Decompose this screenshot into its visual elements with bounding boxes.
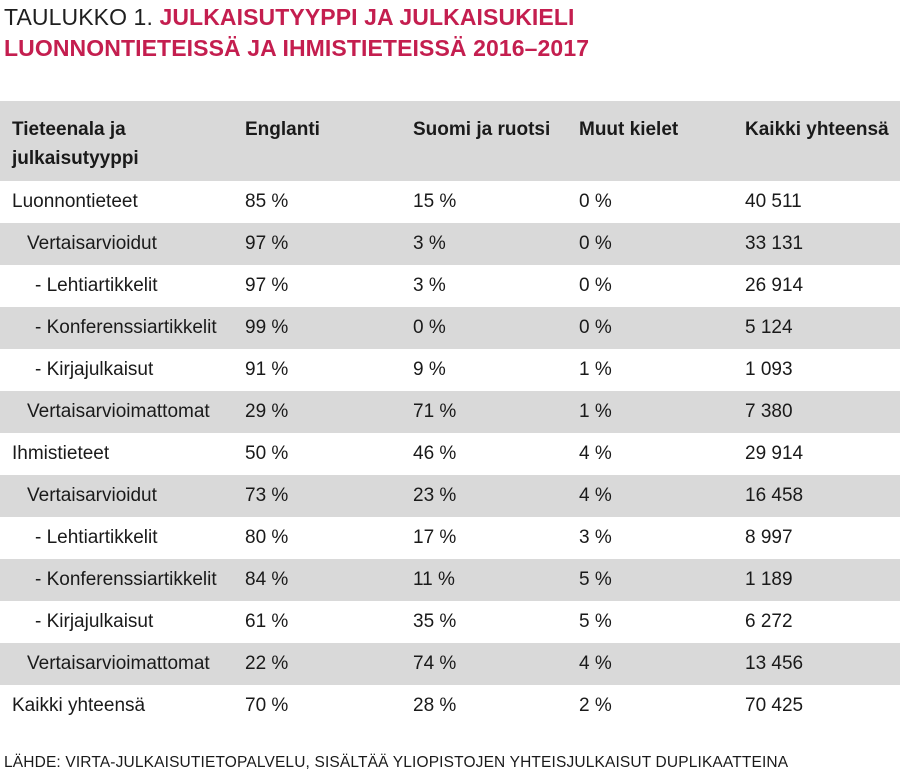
- cell-finnish-swedish: 15 %: [413, 191, 457, 212]
- table-row: - Kirjajulkaisut 61 % 35 % 5 % 6 272: [0, 601, 900, 643]
- table-row: Ihmistieteet 50 % 46 % 4 % 29 914: [0, 433, 900, 475]
- cell-other-languages: 1 %: [567, 391, 733, 433]
- table-title: TAULUKKO 1. JULKAISUTYYPPI JA JULKAISUKI…: [4, 2, 894, 64]
- row-label: Vertaisarvioidut: [0, 223, 233, 265]
- header-row: Tieteenala ja julkaisutyyppi Englanti Su…: [0, 101, 900, 181]
- header-field-line-1: Tieteenala ja: [12, 119, 126, 140]
- cell-finnish-swedish: 9 %: [413, 359, 446, 380]
- title-line-2: LUONNONTIETEISSÄ JA IHMISTIETEISSÄ 2016–…: [4, 33, 894, 64]
- cell-other-languages: 5 %: [567, 559, 733, 601]
- cell-finnish-swedish: 35 %: [413, 611, 457, 632]
- row-label: Luonnontieteet: [12, 191, 138, 212]
- header-field-and-type: Tieteenala ja julkaisutyyppi: [0, 101, 233, 181]
- cell-finnish-swedish: 23 %: [401, 475, 567, 517]
- cell-english: 22 %: [233, 643, 401, 685]
- cell-total: 26 914: [745, 275, 804, 296]
- header-field-line-2: julkaisutyyppi: [12, 148, 139, 169]
- cell-english: 99 %: [233, 307, 401, 349]
- cell-finnish-swedish: 17 %: [413, 527, 457, 548]
- table-row: Vertaisarvioidut 73 % 23 % 4 % 16 458: [0, 475, 900, 517]
- cell-other-languages: 0 %: [579, 191, 612, 212]
- row-label: Vertaisarvioidut: [0, 475, 233, 517]
- row-label: - Lehtiartikkelit: [35, 275, 158, 296]
- cell-english: 73 %: [233, 475, 401, 517]
- table-row: - Kirjajulkaisut 91 % 9 % 1 % 1 093: [0, 349, 900, 391]
- cell-total: 7 380: [733, 391, 900, 433]
- row-label: Ihmistieteet: [12, 443, 110, 464]
- table-row: Luonnontieteet 85 % 15 % 0 % 40 511: [0, 181, 900, 223]
- table-row: - Konferenssiartikkelit 84 % 11 % 5 % 1 …: [0, 559, 900, 601]
- header-total: Kaikki yhteensä: [733, 101, 900, 181]
- table-row: Vertaisarvioimattomat 22 % 74 % 4 % 13 4…: [0, 643, 900, 685]
- cell-english: 91 %: [245, 359, 289, 380]
- row-label: Vertaisarvioimattomat: [0, 643, 233, 685]
- cell-total: 8 997: [745, 527, 793, 548]
- cell-finnish-swedish: 74 %: [401, 643, 567, 685]
- cell-other-languages: 4 %: [567, 643, 733, 685]
- table-row: Vertaisarvioidut 97 % 3 % 0 % 33 131: [0, 223, 900, 265]
- source-note: LÄHDE: VIRTA-JULKAISUTIETOPALVELU, SISÄL…: [4, 754, 789, 771]
- cell-total: 40 511: [745, 191, 802, 212]
- cell-total: 70 425: [745, 695, 804, 716]
- cell-finnish-swedish: 3 %: [401, 223, 567, 265]
- row-label: - Kirjajulkaisut: [35, 359, 154, 380]
- cell-finnish-swedish: 71 %: [401, 391, 567, 433]
- publication-language-table: Tieteenala ja julkaisutyyppi Englanti Su…: [0, 101, 900, 727]
- cell-other-languages: 4 %: [567, 475, 733, 517]
- row-label: Vertaisarvioimattomat: [0, 391, 233, 433]
- title-main-line-1: JULKAISUTYYPPI JA JULKAISUKIELI: [159, 4, 575, 30]
- row-label: - Konferenssiartikkelit: [0, 307, 233, 349]
- row-label: - Konferenssiartikkelit: [0, 559, 233, 601]
- header-other-languages: Muut kielet: [567, 101, 733, 181]
- cell-other-languages: 2 %: [579, 695, 612, 716]
- cell-english: 61 %: [245, 611, 289, 632]
- cell-finnish-swedish: 0 %: [401, 307, 567, 349]
- table-row: Kaikki yhteensä 70 % 28 % 2 % 70 425: [0, 685, 900, 727]
- cell-other-languages: 4 %: [579, 443, 612, 464]
- cell-total: 16 458: [733, 475, 900, 517]
- table-row: - Lehtiartikkelit 80 % 17 % 3 % 8 997: [0, 517, 900, 559]
- title-main-line-2: LUONNONTIETEISSÄ JA IHMISTIETEISSÄ 2016–…: [4, 35, 590, 61]
- table-row: - Konferenssiartikkelit 99 % 0 % 0 % 5 1…: [0, 307, 900, 349]
- cell-total: 13 456: [733, 643, 900, 685]
- row-label: - Lehtiartikkelit: [35, 527, 158, 548]
- cell-other-languages: 5 %: [579, 611, 612, 632]
- cell-english: 70 %: [245, 695, 289, 716]
- row-label: - Kirjajulkaisut: [35, 611, 154, 632]
- cell-total: 6 272: [745, 611, 793, 632]
- cell-other-languages: 3 %: [579, 527, 612, 548]
- cell-english: 50 %: [245, 443, 289, 464]
- cell-other-languages: 0 %: [567, 307, 733, 349]
- cell-english: 80 %: [245, 527, 289, 548]
- cell-other-languages: 0 %: [567, 223, 733, 265]
- header-english: Englanti: [233, 101, 401, 181]
- table-header: Tieteenala ja julkaisutyyppi Englanti Su…: [0, 101, 900, 181]
- cell-other-languages: 0 %: [579, 275, 612, 296]
- header-finnish-swedish: Suomi ja ruotsi: [401, 101, 567, 181]
- cell-total: 33 131: [733, 223, 900, 265]
- data-table-container: Tieteenala ja julkaisutyyppi Englanti Su…: [0, 101, 900, 727]
- cell-english: 97 %: [245, 275, 289, 296]
- cell-finnish-swedish: 28 %: [413, 695, 457, 716]
- cell-total: 5 124: [733, 307, 900, 349]
- cell-english: 85 %: [245, 191, 289, 212]
- title-line-1: TAULUKKO 1. JULKAISUTYYPPI JA JULKAISUKI…: [4, 2, 894, 33]
- cell-english: 29 %: [233, 391, 401, 433]
- cell-total: 1 189: [733, 559, 900, 601]
- row-label: Kaikki yhteensä: [12, 695, 146, 716]
- cell-finnish-swedish: 3 %: [413, 275, 446, 296]
- title-prefix: TAULUKKO 1.: [4, 4, 160, 30]
- cell-finnish-swedish: 46 %: [413, 443, 457, 464]
- cell-english: 97 %: [233, 223, 401, 265]
- table-row: - Lehtiartikkelit 97 % 3 % 0 % 26 914: [0, 265, 900, 307]
- table-row: Vertaisarvioimattomat 29 % 71 % 1 % 7 38…: [0, 391, 900, 433]
- cell-total: 1 093: [745, 359, 793, 380]
- cell-finnish-swedish: 11 %: [401, 559, 567, 601]
- cell-total: 29 914: [745, 443, 804, 464]
- table-body: Luonnontieteet 85 % 15 % 0 % 40 511 Vert…: [0, 181, 900, 727]
- cell-english: 84 %: [233, 559, 401, 601]
- cell-other-languages: 1 %: [579, 359, 612, 380]
